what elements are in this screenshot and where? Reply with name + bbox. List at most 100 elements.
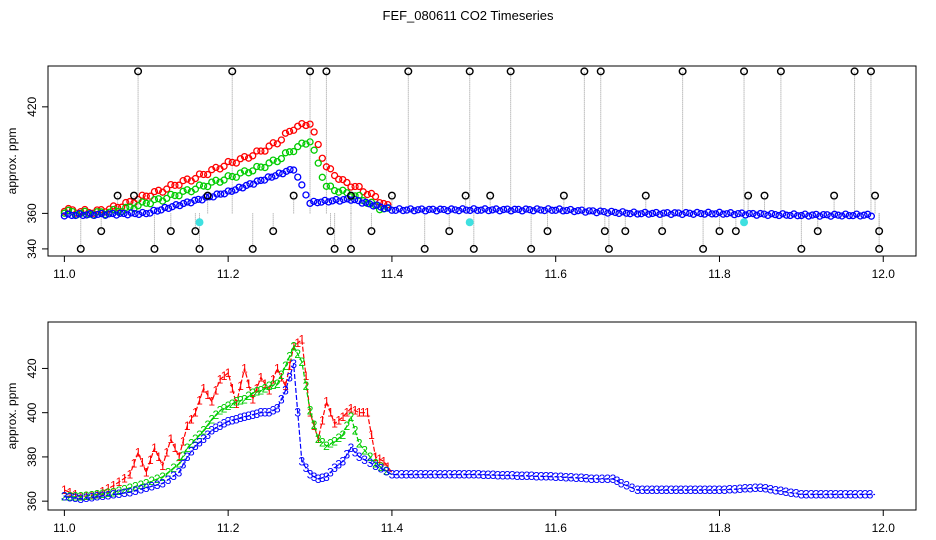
panel2-marker-2: 2 [165,465,172,479]
panel1-point-3 [138,208,147,217]
panel1-point-3 [242,181,250,190]
panel1-point-3 [786,211,794,220]
panel2-marker-1: 1 [278,370,285,384]
panel2-marker-2: 2 [208,412,215,426]
panel2-marker-1: 1 [380,454,387,468]
panel2-marker-1: 1 [372,450,379,464]
panel1-point-2 [150,195,159,204]
panel1-point-3 [604,209,612,217]
panel2-marker-1: 1 [270,373,277,387]
panel2-marker-2: 2 [127,481,134,495]
panel1-point-3 [738,209,746,217]
panel2-marker-3: 3 [88,490,95,504]
panel2-marker-3: 3 [192,439,199,453]
panel1-point-3 [656,210,664,219]
panel1-point-ref [420,244,429,253]
panel1-point-2 [191,185,200,193]
chart-main-title: FEF_080611 CO2 Timeseries [382,8,554,23]
panel1-point-3 [172,201,180,209]
panel2-series-line-3 [64,363,876,500]
panel1-point-ref [596,67,605,76]
panel1-point-cyan [740,218,749,227]
panel1-point-1 [228,158,236,167]
panel1-point-1 [310,128,318,136]
panel2-marker-1: 1 [229,381,236,395]
panel1-point-3 [79,211,87,220]
panel1-point-3 [563,206,571,215]
panel2-marker-2: 2 [188,437,195,451]
panel1-point-1 [240,152,249,161]
panel2-marker-2: 2 [213,408,220,422]
panel1-point-1 [290,126,298,134]
panel2-marker-2: 2 [315,432,322,446]
panel1-point-ref [150,244,159,253]
panel2-marker-3: 3 [548,470,555,484]
panel1-point-3 [511,205,519,213]
panel2-marker-3: 3 [105,488,112,502]
panel2-marker-3: 3 [417,468,424,482]
panel1-point-2 [261,163,269,172]
panel2-marker-2: 2 [154,472,161,486]
panel1-point-ref [506,67,515,76]
panel2-marker-2: 2 [137,478,144,492]
panel1-y-tick-label: 340 [25,239,39,259]
panel1-point-3 [830,210,839,218]
panel1-point-3 [574,207,582,215]
panel2-marker-1: 1 [66,485,73,499]
panel2-marker-2: 2 [278,368,285,382]
panel2-marker-3: 3 [72,491,79,505]
panel2-marker-3: 3 [461,468,468,482]
panel2-marker-1: 1 [200,381,207,395]
panel2-marker-3: 3 [808,488,815,502]
panel2-marker-3: 3 [233,412,240,426]
panel2-marker-3: 3 [116,487,123,501]
panel1-frame [47,65,917,257]
panel1-point-3 [801,210,809,218]
panel1-point-ref [621,227,630,236]
panel1-point-ref [699,244,708,253]
panel1-point-2 [232,173,240,181]
panel1-point-1 [322,163,331,171]
panel1-y-axis-label: approx. ppm [5,128,19,195]
panel2-marker-3: 3 [290,357,297,371]
panel2-x-tick-label: 12.0 [872,521,896,535]
panel1-point-3 [555,205,564,213]
panel1-point-3 [749,209,757,218]
panel1-point-ref [322,67,331,76]
panel2-marker-3: 3 [682,483,689,497]
panel1-point-3 [395,205,404,213]
panel1-point-1 [265,142,273,150]
panel1-y-tick-label: 360 [25,203,39,223]
panel1-point-ref [326,227,335,236]
panel2-marker-1: 1 [253,381,260,395]
panel1-point-1 [122,198,130,207]
panel1-point-3 [365,200,374,208]
panel2-y-tick-label: 400 [25,402,39,422]
panel2-marker-3: 3 [852,488,859,502]
panel2-marker-1: 1 [159,459,166,473]
panel2-marker-2: 2 [339,428,346,442]
panel1-point-3 [161,203,169,212]
panel2-marker-3: 3 [499,468,506,482]
panel1-point-1 [236,155,245,163]
panel1-point-2 [228,172,236,181]
panel2-marker-3: 3 [813,488,820,502]
panel2-marker-3: 3 [241,410,248,424]
panel2-marker-2: 2 [116,484,123,498]
panel2-marker-3: 3 [857,488,864,502]
panel2-marker-1: 1 [311,419,318,433]
panel2-marker-3: 3 [757,481,764,495]
panel1-point-3 [767,209,776,218]
panel1-point-3 [142,210,150,218]
panel1-point-3 [667,210,675,219]
panel1-point-3 [841,210,850,218]
panel1-point-ref [543,227,552,236]
panel1-point-3 [246,180,254,188]
panel1-point-2 [294,143,302,151]
panel2-marker-3: 3 [331,461,338,475]
panel1-point-2 [253,162,261,171]
panel2-marker-3: 3 [451,468,458,482]
panel2-marker-3: 3 [568,471,575,485]
panel2-marker-1: 1 [196,394,203,408]
panel1-point-2 [351,192,359,200]
